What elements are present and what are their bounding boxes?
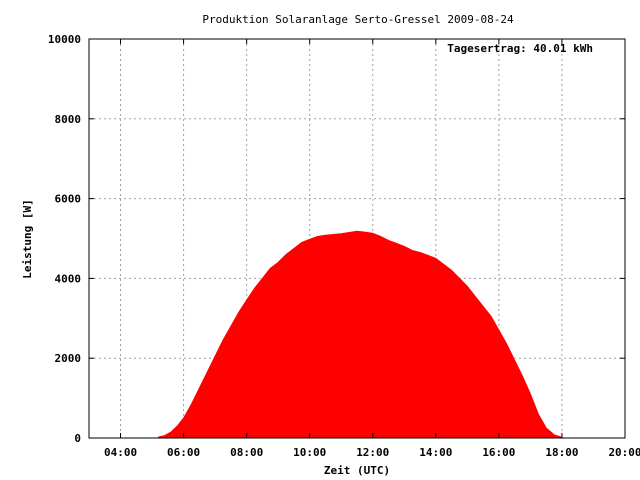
x-tick-label-2: 08:00 (230, 446, 263, 459)
plot-frame (88, 38, 626, 439)
x-axis-ticks: 04:00 06:00 08:00 10:00 12:00 14:00 16:00 18:00… (104, 39, 640, 459)
x-tick-label-1: 06:00 (167, 446, 200, 459)
x-tick-label-5: 14:00 (419, 446, 452, 459)
x-tick-label-8: 20:00 (608, 446, 640, 459)
y-tick-label-2: 4000 (55, 272, 82, 285)
x-tick-label-3: 10:00 (293, 446, 326, 459)
power-area-series (157, 230, 563, 439)
y-tick-label-5: 10000 (48, 33, 81, 46)
x-tick-label-7: 18:00 (545, 446, 578, 459)
y-tick-label-0: 0 (74, 432, 81, 445)
y-axis-ticks: 0 2000 4000 6000 8000 10000 (48, 33, 625, 445)
y-axis-label: Leistung [W] (21, 199, 34, 278)
y-tick-label-3: 6000 (55, 193, 82, 206)
y-tick-label-4: 8000 (55, 113, 82, 126)
grid-lines (89, 39, 626, 438)
x-tick-label-6: 16:00 (482, 446, 515, 459)
x-axis-label: Zeit (UTC) (324, 464, 390, 477)
chart-title: Produktion Solaranlage Serto-Gressel 200… (202, 13, 514, 26)
daily-yield-annotation: Tagesertrag: 40.01 kWh (447, 42, 593, 55)
power-spikes (157, 402, 562, 438)
x-tick-label-4: 12:00 (356, 446, 389, 459)
x-tick-label-0: 04:00 (104, 446, 137, 459)
y-tick-label-1: 2000 (55, 352, 82, 365)
